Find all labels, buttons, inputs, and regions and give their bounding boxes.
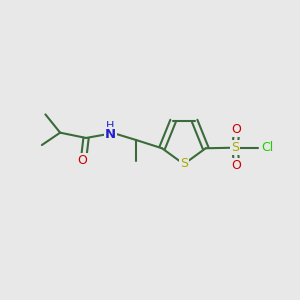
Text: O: O [232,123,242,136]
Text: S: S [180,157,188,170]
Text: H: H [106,121,115,131]
Text: O: O [232,159,242,172]
Text: N: N [105,128,116,141]
Text: O: O [77,154,87,167]
Text: S: S [231,141,239,154]
Text: Cl: Cl [261,141,273,154]
